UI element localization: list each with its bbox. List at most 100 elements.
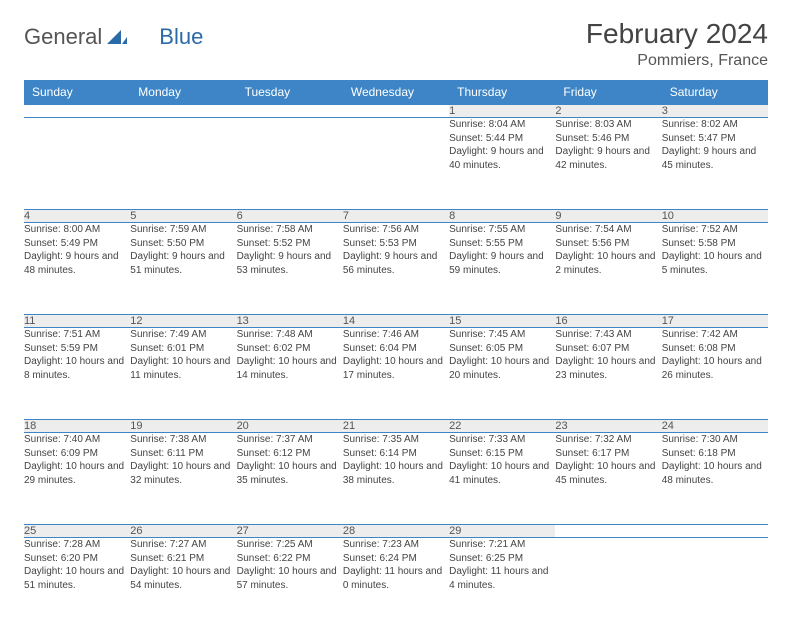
day-number-cell: 3 bbox=[662, 105, 768, 118]
day-number: 25 bbox=[24, 525, 36, 537]
day-content-cell bbox=[237, 118, 343, 210]
day-content-cell: Sunrise: 7:59 AMSunset: 5:50 PMDaylight:… bbox=[130, 223, 236, 315]
sunrise-text: Sunrise: 7:58 AM bbox=[237, 223, 343, 237]
sunset-text: Sunset: 6:08 PM bbox=[662, 342, 768, 356]
day-number-cell: 12 bbox=[130, 315, 236, 328]
day-number-cell: 25 bbox=[24, 525, 130, 538]
day-content-cell: Sunrise: 7:35 AMSunset: 6:14 PMDaylight:… bbox=[343, 433, 449, 525]
sunrise-text: Sunrise: 8:02 AM bbox=[662, 118, 768, 132]
day-content-cell: Sunrise: 7:23 AMSunset: 6:24 PMDaylight:… bbox=[343, 538, 449, 630]
day-content-row: Sunrise: 8:04 AMSunset: 5:44 PMDaylight:… bbox=[24, 118, 768, 210]
day-number-row: 18192021222324 bbox=[24, 420, 768, 433]
day-number-cell: 14 bbox=[343, 315, 449, 328]
sunrise-text: Sunrise: 7:46 AM bbox=[343, 328, 449, 342]
daylight-text: Daylight: 10 hours and 14 minutes. bbox=[237, 355, 343, 382]
day-number: 26 bbox=[130, 525, 142, 537]
sunset-text: Sunset: 5:50 PM bbox=[130, 237, 236, 251]
sunset-text: Sunset: 6:01 PM bbox=[130, 342, 236, 356]
daylight-text: Daylight: 9 hours and 45 minutes. bbox=[662, 145, 768, 172]
day-number: 14 bbox=[343, 315, 355, 327]
day-number-cell: 27 bbox=[237, 525, 343, 538]
day-number: 27 bbox=[237, 525, 249, 537]
daylight-text: Daylight: 10 hours and 17 minutes. bbox=[343, 355, 449, 382]
day-number: 18 bbox=[24, 420, 36, 432]
daylight-text: Daylight: 9 hours and 48 minutes. bbox=[24, 250, 130, 277]
weekday-header: Sunday bbox=[24, 80, 130, 105]
daylight-text: Daylight: 10 hours and 23 minutes. bbox=[555, 355, 661, 382]
sunrise-text: Sunrise: 7:56 AM bbox=[343, 223, 449, 237]
sunset-text: Sunset: 5:52 PM bbox=[237, 237, 343, 251]
daylight-text: Daylight: 9 hours and 40 minutes. bbox=[449, 145, 555, 172]
daylight-text: Daylight: 10 hours and 45 minutes. bbox=[555, 460, 661, 487]
day-content-cell: Sunrise: 7:43 AMSunset: 6:07 PMDaylight:… bbox=[555, 328, 661, 420]
day-number-cell: 29 bbox=[449, 525, 555, 538]
day-number: 12 bbox=[130, 315, 142, 327]
daylight-text: Daylight: 10 hours and 26 minutes. bbox=[662, 355, 768, 382]
day-number-cell: 24 bbox=[662, 420, 768, 433]
sunset-text: Sunset: 6:18 PM bbox=[662, 447, 768, 461]
day-number: 10 bbox=[662, 210, 674, 222]
daylight-text: Daylight: 10 hours and 57 minutes. bbox=[237, 565, 343, 592]
sunrise-text: Sunrise: 7:45 AM bbox=[449, 328, 555, 342]
weekday-header: Thursday bbox=[449, 80, 555, 105]
sunrise-text: Sunrise: 7:21 AM bbox=[449, 538, 555, 552]
daylight-text: Daylight: 10 hours and 41 minutes. bbox=[449, 460, 555, 487]
daylight-text: Daylight: 10 hours and 51 minutes. bbox=[24, 565, 130, 592]
day-number-cell: 1 bbox=[449, 105, 555, 118]
sunset-text: Sunset: 6:21 PM bbox=[130, 552, 236, 566]
day-number: 7 bbox=[343, 210, 349, 222]
sunrise-text: Sunrise: 7:54 AM bbox=[555, 223, 661, 237]
day-number-cell bbox=[662, 525, 768, 538]
sunset-text: Sunset: 6:09 PM bbox=[24, 447, 130, 461]
daylight-text: Daylight: 9 hours and 56 minutes. bbox=[343, 250, 449, 277]
location: Pommiers, France bbox=[586, 52, 768, 70]
day-number-cell: 13 bbox=[237, 315, 343, 328]
day-content-cell: Sunrise: 7:48 AMSunset: 6:02 PMDaylight:… bbox=[237, 328, 343, 420]
day-number-cell bbox=[343, 105, 449, 118]
sunset-text: Sunset: 5:53 PM bbox=[343, 237, 449, 251]
calendar-table: SundayMondayTuesdayWednesdayThursdayFrid… bbox=[24, 80, 768, 630]
day-content-cell: Sunrise: 7:51 AMSunset: 5:59 PMDaylight:… bbox=[24, 328, 130, 420]
day-number: 17 bbox=[662, 315, 674, 327]
day-content-cell: Sunrise: 7:33 AMSunset: 6:15 PMDaylight:… bbox=[449, 433, 555, 525]
day-number: 9 bbox=[555, 210, 561, 222]
day-content-cell bbox=[24, 118, 130, 210]
day-content-cell: Sunrise: 7:37 AMSunset: 6:12 PMDaylight:… bbox=[237, 433, 343, 525]
day-number-cell: 20 bbox=[237, 420, 343, 433]
title-block: February 2024 Pommiers, France bbox=[586, 18, 768, 70]
day-number: 11 bbox=[24, 315, 35, 327]
brand-logo: General Blue bbox=[24, 18, 203, 50]
header: General Blue February 2024 Pommiers, Fra… bbox=[24, 18, 768, 70]
daylight-text: Daylight: 10 hours and 32 minutes. bbox=[130, 460, 236, 487]
day-content-cell: Sunrise: 7:32 AMSunset: 6:17 PMDaylight:… bbox=[555, 433, 661, 525]
day-number-cell bbox=[130, 105, 236, 118]
day-number-cell: 5 bbox=[130, 210, 236, 223]
sunset-text: Sunset: 6:02 PM bbox=[237, 342, 343, 356]
sunset-text: Sunset: 6:15 PM bbox=[449, 447, 555, 461]
day-number-row: 25 26 27 28 29 bbox=[24, 525, 768, 538]
day-content-cell: Sunrise: 7:30 AMSunset: 6:18 PMDaylight:… bbox=[662, 433, 768, 525]
day-content-cell bbox=[555, 538, 661, 630]
day-number: 28 bbox=[343, 525, 355, 537]
day-number: 29 bbox=[449, 525, 461, 537]
sunrise-text: Sunrise: 7:55 AM bbox=[449, 223, 555, 237]
sunrise-text: Sunrise: 7:33 AM bbox=[449, 433, 555, 447]
day-content-cell: Sunrise: 7:42 AMSunset: 6:08 PMDaylight:… bbox=[662, 328, 768, 420]
day-number-cell: 16 bbox=[555, 315, 661, 328]
calendar-header-row: SundayMondayTuesdayWednesdayThursdayFrid… bbox=[24, 80, 768, 105]
day-content-cell: Sunrise: 7:40 AMSunset: 6:09 PMDaylight:… bbox=[24, 433, 130, 525]
day-number-cell: 19 bbox=[130, 420, 236, 433]
day-number: 3 bbox=[662, 105, 668, 117]
weekday-header: Tuesday bbox=[237, 80, 343, 105]
sunset-text: Sunset: 6:20 PM bbox=[24, 552, 130, 566]
sunrise-text: Sunrise: 7:23 AM bbox=[343, 538, 449, 552]
day-number-row: 123 bbox=[24, 105, 768, 118]
day-content-row: Sunrise: 7:40 AMSunset: 6:09 PMDaylight:… bbox=[24, 433, 768, 525]
day-number-cell: 26 bbox=[130, 525, 236, 538]
day-number-cell: 11 bbox=[24, 315, 130, 328]
day-number-cell: 8 bbox=[449, 210, 555, 223]
day-number-row: 45678910 bbox=[24, 210, 768, 223]
day-number: 4 bbox=[24, 210, 30, 222]
day-number: 23 bbox=[555, 420, 567, 432]
day-number: 19 bbox=[130, 420, 142, 432]
